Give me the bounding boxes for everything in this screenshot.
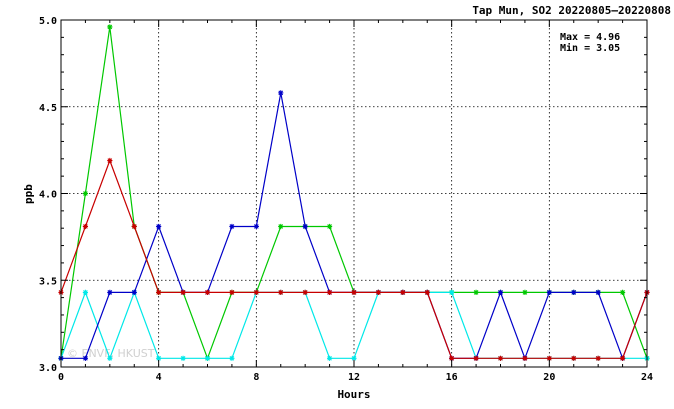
y-tick-label: 3.5 bbox=[39, 276, 57, 287]
data-point-marker bbox=[82, 289, 89, 295]
data-point-marker bbox=[107, 355, 113, 361]
y-tick-label: 4.5 bbox=[39, 103, 57, 114]
data-point-marker bbox=[107, 289, 113, 295]
data-point-marker bbox=[424, 289, 430, 295]
annotation-min: Min = 3.05 bbox=[560, 42, 620, 54]
y-axis-label: ppb bbox=[22, 184, 35, 204]
y-tick-label: 5.0 bbox=[39, 16, 57, 27]
data-point-marker bbox=[619, 355, 626, 361]
data-point-marker bbox=[229, 289, 235, 295]
annotation-max: Max = 4.96 bbox=[560, 32, 620, 43]
data-point-marker bbox=[278, 90, 284, 96]
data-point-marker bbox=[497, 355, 504, 361]
x-tick-label: 8 bbox=[253, 372, 259, 383]
data-point-marker bbox=[156, 289, 162, 295]
data-point-marker bbox=[351, 289, 357, 295]
data-point-marker bbox=[497, 289, 504, 295]
data-point-marker bbox=[326, 223, 333, 230]
grid-lines bbox=[61, 20, 647, 367]
data-point-marker bbox=[473, 289, 479, 295]
data-point-marker bbox=[131, 289, 137, 295]
x-tick-label: 24 bbox=[641, 372, 653, 383]
data-point-marker bbox=[302, 223, 308, 230]
data-point-marker bbox=[375, 289, 382, 295]
data-point-marker bbox=[107, 24, 113, 30]
data-point-marker bbox=[156, 355, 162, 361]
data-point-marker bbox=[253, 223, 259, 230]
data-point-marker bbox=[229, 223, 235, 230]
data-point-marker bbox=[180, 289, 186, 295]
data-point-marker bbox=[156, 223, 162, 230]
data-point-marker bbox=[180, 355, 186, 361]
data-point-marker bbox=[229, 355, 235, 361]
data-point-marker bbox=[546, 289, 552, 295]
data-point-marker bbox=[82, 223, 89, 230]
data-point-marker bbox=[278, 223, 284, 230]
data-point-marker bbox=[326, 289, 333, 295]
data-point-marker bbox=[595, 289, 601, 295]
data-point-marker bbox=[326, 355, 333, 361]
data-point-marker bbox=[595, 355, 601, 361]
x-axis-label: Hours bbox=[337, 388, 370, 401]
data-point-marker bbox=[107, 157, 113, 164]
x-tick-label: 0 bbox=[58, 372, 64, 383]
data-point-marker bbox=[449, 355, 455, 361]
data-point-marker bbox=[253, 289, 259, 295]
data-point-marker bbox=[131, 223, 137, 230]
data-point-marker bbox=[204, 289, 211, 295]
x-tick-label: 4 bbox=[156, 372, 162, 383]
data-point-marker bbox=[278, 289, 284, 295]
chart-title: Tap Mun, SO2 20220805—20220808 bbox=[472, 4, 671, 17]
data-point-marker bbox=[82, 355, 89, 361]
data-point-marker bbox=[546, 355, 552, 361]
data-point-marker bbox=[400, 289, 406, 295]
x-tick-label: 12 bbox=[348, 372, 360, 383]
data-point-marker bbox=[473, 355, 479, 361]
data-point-marker bbox=[204, 355, 211, 361]
y-tick-label: 4.0 bbox=[39, 190, 57, 201]
x-tick-label: 20 bbox=[543, 372, 555, 383]
data-point-marker bbox=[619, 289, 626, 295]
data-point-marker bbox=[522, 289, 528, 295]
y-tick-label: 3.0 bbox=[39, 363, 57, 374]
data-point-marker bbox=[571, 289, 577, 295]
data-point-marker bbox=[571, 355, 577, 361]
x-tick-label: 16 bbox=[446, 372, 458, 383]
data-point-marker bbox=[449, 289, 455, 295]
data-point-marker bbox=[351, 355, 357, 361]
axis-ticks: 0 4 8 12 16 20 24 3.0 3.5 4.0 4.5 5.0 bbox=[39, 16, 653, 383]
data-point-marker bbox=[522, 355, 528, 361]
data-point-marker bbox=[302, 289, 308, 295]
data-point-marker bbox=[82, 190, 89, 197]
